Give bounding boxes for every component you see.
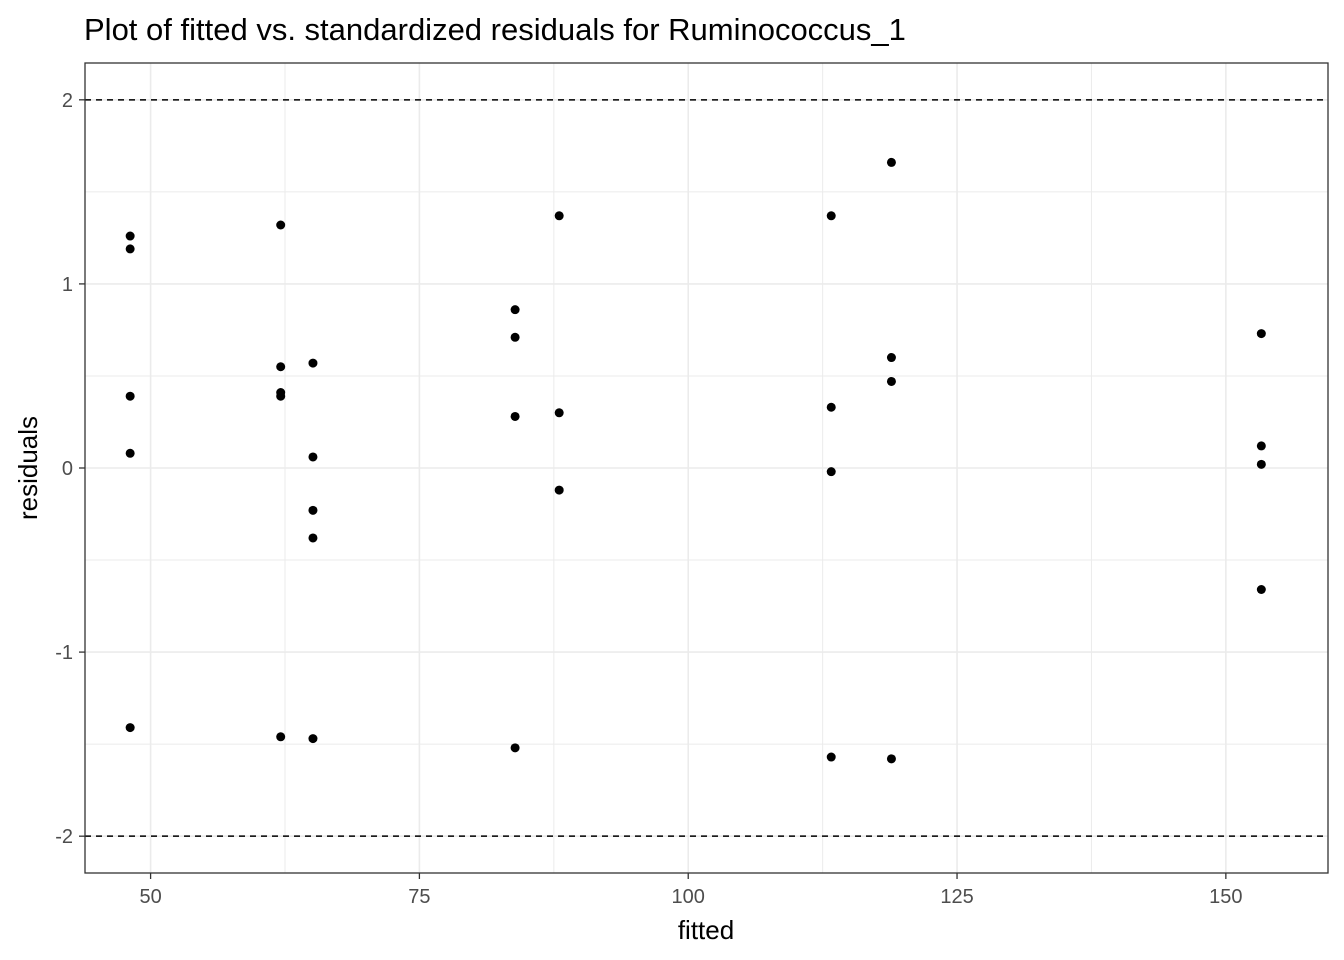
x-tick-label: 75 bbox=[408, 886, 430, 908]
data-point bbox=[826, 467, 836, 477]
data-points bbox=[125, 157, 1266, 764]
major-gridlines bbox=[85, 63, 1328, 873]
data-point bbox=[308, 533, 318, 543]
data-point bbox=[125, 244, 135, 254]
data-point bbox=[276, 362, 286, 372]
reference-lines bbox=[85, 99, 1328, 837]
data-point bbox=[886, 353, 896, 363]
data-point bbox=[886, 754, 896, 764]
data-point bbox=[510, 305, 520, 315]
y-axis-title: residuals bbox=[13, 416, 43, 520]
data-point bbox=[125, 448, 135, 458]
x-axis: 50 75 100 125 150 bbox=[139, 873, 1243, 908]
y-tick-label: -2 bbox=[55, 826, 73, 848]
minor-gridlines bbox=[85, 63, 1328, 873]
data-point bbox=[308, 734, 318, 744]
data-point bbox=[510, 743, 520, 753]
x-tick-label: 125 bbox=[940, 886, 973, 908]
x-tick-label: 100 bbox=[672, 886, 705, 908]
data-point bbox=[1256, 329, 1266, 339]
y-tick-label: 0 bbox=[62, 458, 73, 480]
data-point bbox=[1256, 459, 1266, 469]
x-tick-label: 150 bbox=[1209, 886, 1242, 908]
data-point bbox=[276, 391, 286, 401]
data-point bbox=[554, 211, 564, 221]
data-point bbox=[276, 220, 286, 230]
data-point bbox=[308, 358, 318, 368]
data-point bbox=[510, 332, 520, 342]
data-point bbox=[125, 231, 135, 241]
x-tick-label: 50 bbox=[139, 886, 161, 908]
chart-title: Plot of fitted vs. standardized residual… bbox=[84, 12, 906, 47]
data-point bbox=[308, 452, 318, 462]
y-tick-label: 1 bbox=[62, 274, 73, 296]
y-axis: -2 -1 0 1 2 bbox=[55, 90, 85, 848]
data-point bbox=[886, 157, 896, 167]
data-point bbox=[1256, 441, 1266, 451]
data-point bbox=[886, 376, 896, 386]
data-point bbox=[308, 505, 318, 515]
data-point bbox=[826, 402, 836, 412]
data-point bbox=[125, 723, 135, 733]
data-point bbox=[510, 411, 520, 421]
data-point bbox=[554, 408, 564, 418]
data-point bbox=[554, 485, 564, 495]
y-tick-label: 2 bbox=[62, 90, 73, 112]
data-point bbox=[826, 752, 836, 762]
data-point bbox=[826, 211, 836, 221]
x-axis-title: fitted bbox=[678, 915, 734, 945]
y-tick-label: -1 bbox=[55, 642, 73, 664]
data-point bbox=[276, 732, 286, 742]
data-point bbox=[125, 391, 135, 401]
data-point bbox=[1256, 585, 1266, 594]
